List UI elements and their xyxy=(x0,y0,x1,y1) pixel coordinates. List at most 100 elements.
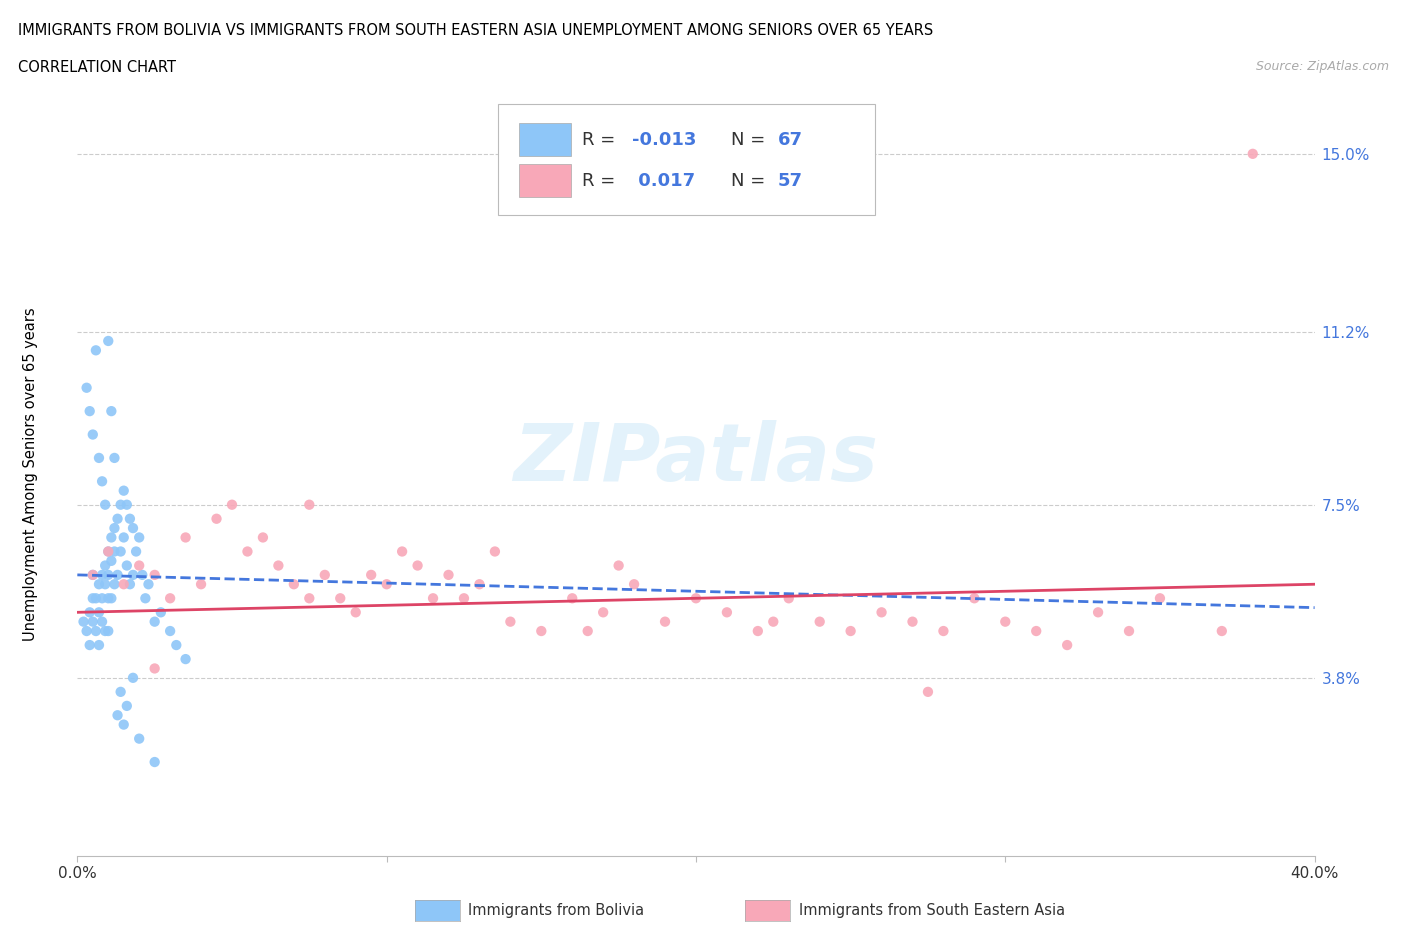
Point xyxy=(94,577,117,591)
Point xyxy=(112,577,135,591)
Point xyxy=(778,591,800,605)
Point xyxy=(267,558,290,573)
Point xyxy=(839,624,862,639)
Point xyxy=(1241,146,1264,161)
Point xyxy=(84,591,107,605)
Point xyxy=(107,512,129,526)
Point xyxy=(134,591,156,605)
Text: 0.017: 0.017 xyxy=(631,172,695,190)
Point xyxy=(91,591,114,605)
Point xyxy=(97,624,120,639)
Point xyxy=(298,591,321,605)
Point xyxy=(87,604,110,619)
Point xyxy=(82,427,104,442)
Point xyxy=(103,544,125,559)
Text: R =: R = xyxy=(582,130,621,149)
Point xyxy=(112,530,135,545)
Point xyxy=(79,404,101,418)
Point xyxy=(103,577,125,591)
Text: 57: 57 xyxy=(778,172,803,190)
Point xyxy=(100,591,122,605)
Point xyxy=(115,498,138,512)
Point xyxy=(112,717,135,732)
Text: R =: R = xyxy=(582,172,621,190)
Point xyxy=(808,614,831,629)
Text: N =: N = xyxy=(731,172,770,190)
Point xyxy=(174,530,197,545)
Point xyxy=(82,567,104,582)
Point xyxy=(716,604,738,619)
Point xyxy=(107,567,129,582)
FancyBboxPatch shape xyxy=(519,123,571,156)
Point xyxy=(94,558,117,573)
Point xyxy=(654,614,676,629)
Point xyxy=(84,343,107,358)
Text: Immigrants from Bolivia: Immigrants from Bolivia xyxy=(468,903,644,918)
Point xyxy=(344,604,367,619)
Point xyxy=(118,512,141,526)
Point xyxy=(91,567,114,582)
Point xyxy=(91,474,114,489)
Point xyxy=(468,577,491,591)
Text: Source: ZipAtlas.com: Source: ZipAtlas.com xyxy=(1256,60,1389,73)
Point xyxy=(747,624,769,639)
Point xyxy=(159,591,181,605)
Point xyxy=(112,484,135,498)
Point xyxy=(87,638,110,653)
Point xyxy=(110,684,132,699)
Point xyxy=(103,521,125,536)
Text: 67: 67 xyxy=(778,130,803,149)
Point xyxy=(87,577,110,591)
Point xyxy=(82,567,104,582)
Point xyxy=(94,498,117,512)
Point xyxy=(97,567,120,582)
Point xyxy=(118,577,141,591)
Point xyxy=(1056,638,1078,653)
Point xyxy=(236,544,259,559)
Point xyxy=(138,577,160,591)
Point xyxy=(314,567,336,582)
Point xyxy=(100,530,122,545)
Point xyxy=(143,614,166,629)
Point xyxy=(115,698,138,713)
Point xyxy=(82,614,104,629)
Point xyxy=(437,567,460,582)
Point xyxy=(97,544,120,559)
Point xyxy=(100,553,122,568)
Point xyxy=(97,544,120,559)
Point xyxy=(1149,591,1171,605)
Point xyxy=(165,638,187,653)
Point xyxy=(1025,624,1047,639)
Point xyxy=(963,591,986,605)
FancyBboxPatch shape xyxy=(498,104,876,215)
Point xyxy=(190,577,212,591)
Text: IMMIGRANTS FROM BOLIVIA VS IMMIGRANTS FROM SOUTH EASTERN ASIA UNEMPLOYMENT AMONG: IMMIGRANTS FROM BOLIVIA VS IMMIGRANTS FR… xyxy=(18,23,934,38)
Point xyxy=(100,404,122,418)
Point xyxy=(174,652,197,667)
Point xyxy=(1087,604,1109,619)
Point xyxy=(97,591,120,605)
Text: Immigrants from South Eastern Asia: Immigrants from South Eastern Asia xyxy=(799,903,1064,918)
Point xyxy=(97,334,120,349)
Point xyxy=(128,558,150,573)
Point xyxy=(298,498,321,512)
Point xyxy=(1118,624,1140,639)
Point xyxy=(762,614,785,629)
Point xyxy=(406,558,429,573)
Point xyxy=(453,591,475,605)
Point xyxy=(115,558,138,573)
Point xyxy=(1211,624,1233,639)
Point xyxy=(221,498,243,512)
Point xyxy=(283,577,305,591)
Point xyxy=(87,450,110,465)
Point xyxy=(561,591,583,605)
Point xyxy=(932,624,955,639)
Point xyxy=(143,754,166,769)
Point xyxy=(82,591,104,605)
Point xyxy=(917,684,939,699)
Point xyxy=(143,661,166,676)
Point xyxy=(76,624,98,639)
Point xyxy=(576,624,599,639)
Point xyxy=(205,512,228,526)
Point xyxy=(110,498,132,512)
